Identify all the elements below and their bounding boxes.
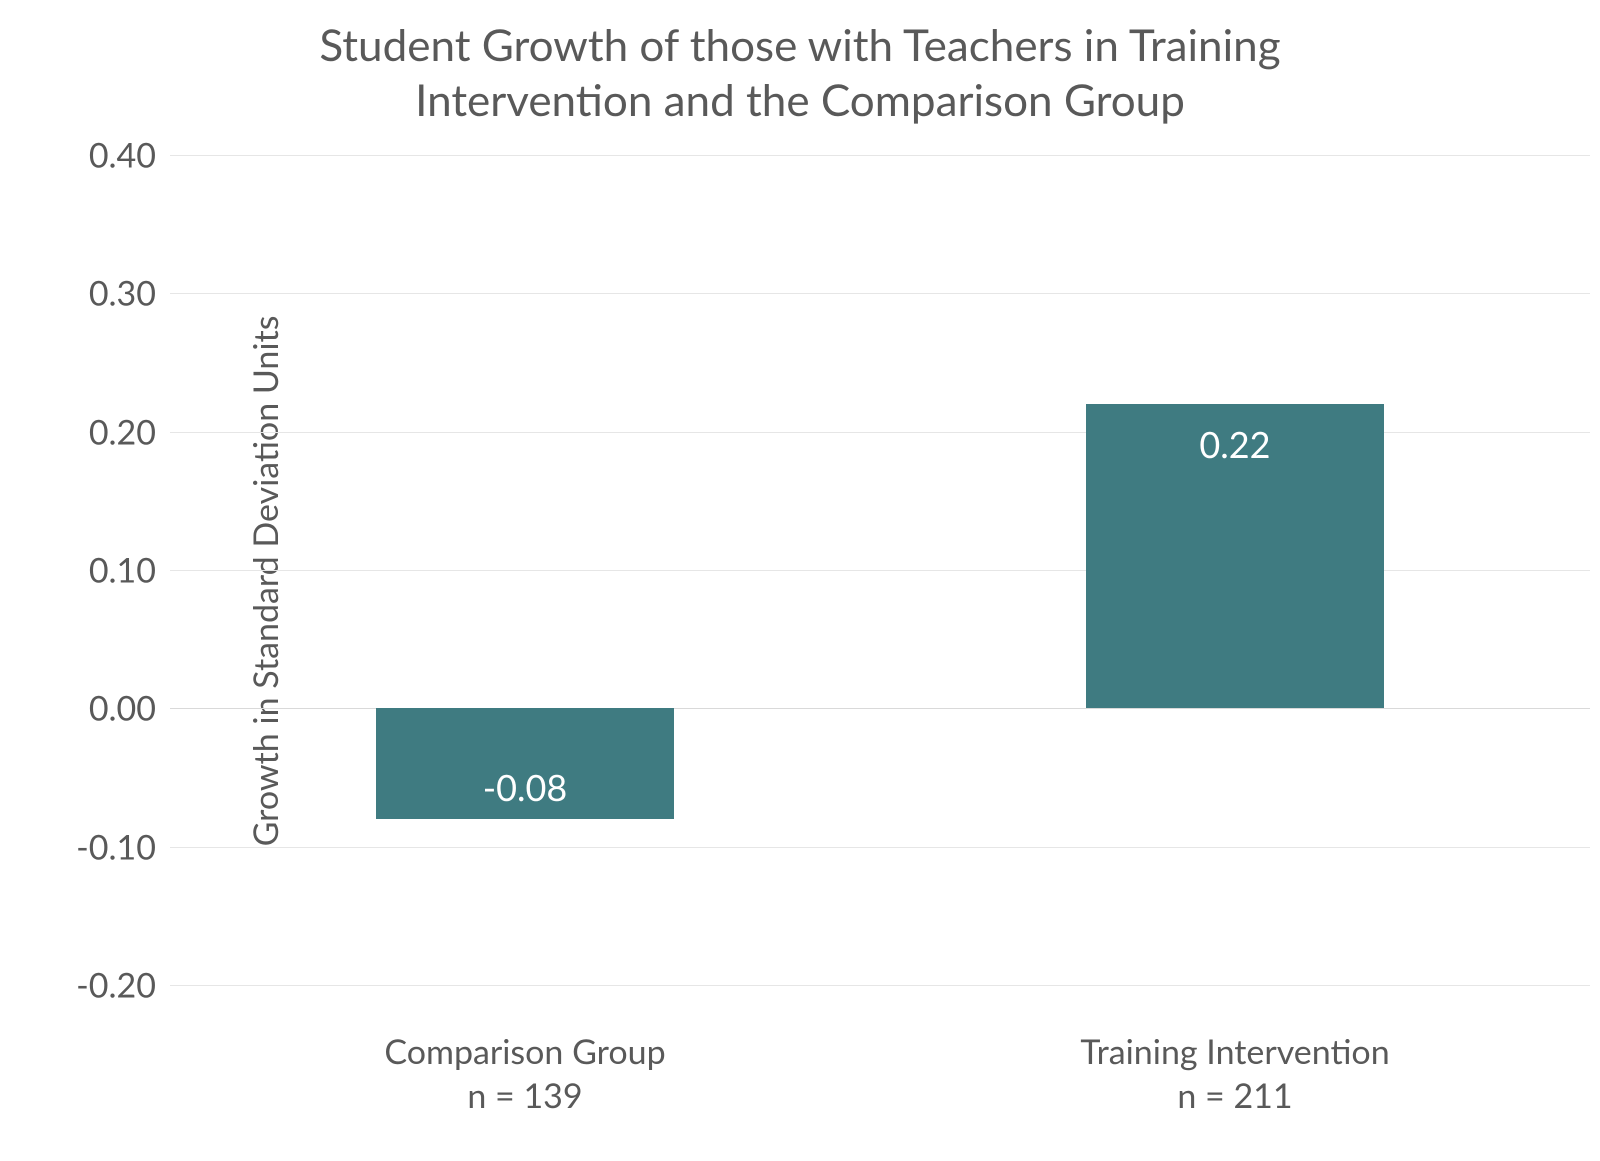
y-tick-label: 0.10 xyxy=(89,550,156,591)
bar-value-label: 0.22 xyxy=(1086,422,1384,466)
y-tick-label: 0.40 xyxy=(89,135,156,176)
gridline xyxy=(170,155,1590,156)
y-tick-label: -0.10 xyxy=(76,826,156,867)
x-tick-label: Comparison Groupn = 139 xyxy=(170,1030,880,1118)
y-tick-label: 0.20 xyxy=(89,411,156,452)
x-tick-label: Training Interventionn = 211 xyxy=(880,1030,1590,1118)
y-tick-label: -0.20 xyxy=(76,965,156,1006)
bar-chart: Student Growth of those with Teachers in… xyxy=(0,0,1600,1161)
bar-value-label: -0.08 xyxy=(376,765,674,809)
gridline xyxy=(170,293,1590,294)
y-tick-label: 0.30 xyxy=(89,273,156,314)
gridline xyxy=(170,847,1590,848)
y-tick-label: 0.00 xyxy=(89,688,156,729)
plot-area: -0.20-0.100.000.100.200.300.40-0.080.22 xyxy=(170,155,1590,985)
gridline xyxy=(170,985,1590,986)
chart-title: Student Growth of those with Teachers in… xyxy=(0,18,1600,128)
